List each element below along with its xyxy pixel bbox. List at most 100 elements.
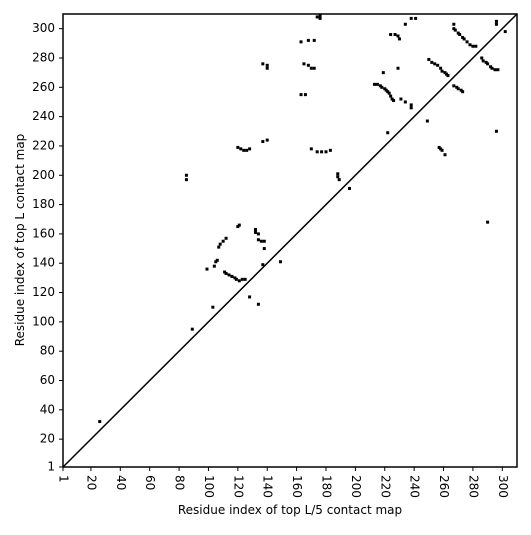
plot-frame — [62, 13, 518, 468]
contact-point — [215, 258, 219, 262]
x-tick-label: 260 — [437, 475, 451, 498]
contact-point — [236, 145, 240, 149]
contact-point — [309, 66, 313, 70]
contact-point — [436, 63, 440, 67]
contact-point — [303, 93, 307, 97]
x-tick-label: 140 — [261, 475, 275, 498]
contact-point — [245, 148, 249, 152]
contact-point — [256, 232, 260, 236]
contact-point — [253, 228, 257, 232]
contact-point — [396, 34, 400, 38]
y-tick-label: 120 — [32, 285, 55, 299]
contact-point — [299, 93, 303, 97]
contact-point — [503, 30, 507, 34]
contact-point — [265, 63, 269, 67]
contact-point — [309, 147, 313, 151]
contact-point — [474, 44, 478, 48]
contact-point — [221, 239, 225, 243]
contact-point — [396, 66, 400, 70]
contact-point — [348, 186, 352, 190]
contact-point — [397, 37, 401, 41]
y-tick-label: 220 — [32, 138, 55, 152]
contact-point — [315, 15, 319, 19]
contact-point — [237, 223, 241, 227]
contact-point — [387, 91, 391, 95]
contact-point — [265, 138, 269, 142]
contact-point — [324, 150, 328, 154]
contact-point — [452, 22, 456, 26]
contact-point — [239, 147, 243, 151]
contact-point — [425, 119, 429, 123]
contact-point — [212, 264, 216, 268]
contact-point — [427, 57, 431, 61]
y-tick-label: 60 — [40, 373, 55, 387]
contact-point — [446, 74, 450, 78]
contact-point — [265, 66, 269, 70]
contact-point — [240, 277, 244, 281]
contact-point — [430, 60, 434, 64]
contact-point — [211, 305, 215, 309]
contact-point — [261, 62, 265, 66]
x-tick-label: 200 — [349, 475, 363, 498]
contact-point — [312, 66, 316, 70]
contact-point — [318, 13, 322, 17]
contact-point — [494, 22, 498, 26]
contact-point — [456, 87, 460, 91]
contact-point — [217, 245, 221, 249]
contact-point — [248, 295, 252, 299]
contact-point — [440, 69, 444, 73]
contact-point — [218, 242, 222, 246]
contact-point — [261, 263, 265, 267]
contact-point — [493, 68, 497, 72]
x-tick-label: 160 — [290, 475, 304, 498]
contact-point — [486, 220, 490, 224]
contact-point — [184, 173, 188, 177]
contact-point — [336, 172, 340, 176]
contact-point — [227, 273, 231, 277]
contact-point — [458, 33, 462, 37]
contact-point — [403, 22, 407, 26]
contact-point — [439, 66, 443, 70]
contact-point — [184, 178, 188, 182]
contact-point — [490, 66, 494, 70]
contact-point — [481, 59, 485, 63]
contact-point — [381, 71, 385, 75]
contact-point — [302, 62, 306, 66]
contact-point — [486, 62, 490, 66]
x-tick-label: 40 — [114, 475, 128, 490]
contact-point — [409, 103, 413, 107]
contact-point — [243, 277, 247, 281]
x-tick-label: 100 — [202, 475, 216, 498]
x-tick-label: 180 — [319, 475, 333, 498]
y-tick-label: 180 — [32, 197, 55, 211]
contact-point — [389, 94, 393, 98]
y-tick-label: 300 — [32, 21, 55, 35]
contact-point — [392, 98, 396, 102]
contact-point — [414, 16, 418, 20]
contact-point — [452, 84, 456, 88]
contact-point — [443, 153, 447, 157]
contact-point — [393, 33, 397, 37]
contact-point — [372, 82, 376, 86]
contact-point — [399, 97, 403, 101]
y-tick-label: 20 — [40, 432, 55, 446]
contact-point — [278, 260, 282, 264]
y-tick-label: 200 — [32, 168, 55, 182]
contact-point — [320, 150, 324, 154]
contact-point — [409, 16, 413, 20]
contact-point — [261, 140, 265, 144]
y-tick-label: 140 — [32, 256, 55, 270]
contact-point — [471, 44, 475, 48]
contact-point — [230, 274, 234, 278]
contact-point — [494, 19, 498, 23]
contact-point — [462, 37, 466, 41]
x-axis-label: Residue index of top L/5 contact map — [178, 503, 402, 517]
contact-point — [386, 131, 390, 135]
contact-point — [433, 62, 437, 66]
contact-point — [262, 239, 266, 243]
x-tick-label: 80 — [173, 475, 187, 490]
contact-point — [380, 85, 384, 89]
x-tick-label: 1 — [57, 475, 71, 483]
contact-point — [453, 28, 457, 32]
